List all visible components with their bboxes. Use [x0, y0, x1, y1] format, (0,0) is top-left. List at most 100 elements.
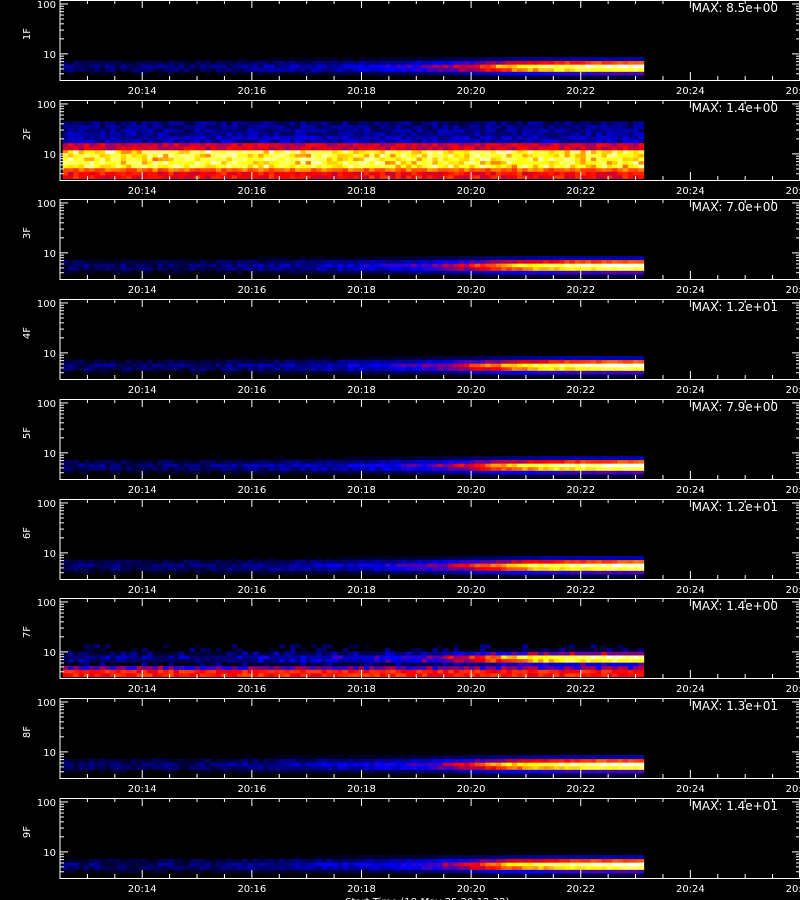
heatmap-cell	[501, 374, 507, 378]
heatmap-cell	[522, 124, 528, 129]
heatmap-cell	[590, 374, 597, 378]
heatmap-cell	[390, 356, 396, 361]
heatmap-cell	[511, 153, 518, 158]
heatmap-cell	[506, 259, 513, 264]
heatmap-cell	[131, 363, 138, 368]
heatmap-cell	[295, 359, 301, 364]
heatmap-cell	[485, 559, 491, 564]
heatmap-cell	[289, 270, 296, 275]
heatmap-cell	[126, 563, 132, 568]
x-tick-label: 20:26	[786, 485, 800, 496]
heatmap-cell	[575, 463, 581, 468]
heatmap-cell	[569, 124, 576, 129]
heatmap-cell	[78, 266, 85, 271]
heatmap-cell	[316, 128, 322, 133]
heatmap-cell	[99, 128, 106, 133]
heatmap-cell	[78, 64, 85, 69]
heatmap-cell	[184, 366, 190, 371]
heatmap-cell	[242, 160, 249, 165]
heatmap-cell	[78, 67, 85, 72]
heatmap-cell	[332, 128, 338, 133]
heatmap-cell	[501, 270, 507, 275]
heatmap-cell	[395, 135, 402, 140]
heatmap-cell	[432, 167, 439, 172]
heatmap-cell	[538, 559, 544, 564]
heatmap-cell	[517, 175, 523, 179]
heatmap-cell	[184, 171, 190, 176]
heatmap-cell	[252, 366, 259, 371]
heatmap-cell	[580, 132, 587, 136]
heatmap-cell	[601, 175, 608, 179]
heatmap-cell	[538, 474, 544, 478]
heatmap-cell	[569, 67, 576, 72]
heatmap-cell	[506, 60, 513, 65]
heatmap-cell	[152, 149, 159, 154]
heatmap-cell	[553, 164, 560, 169]
heatmap-cell	[469, 374, 476, 378]
heatmap-cell	[342, 175, 349, 179]
heatmap-cell	[553, 459, 560, 464]
heatmap-cell	[289, 559, 296, 564]
heatmap-cell	[511, 64, 518, 69]
heatmap-cell	[448, 559, 455, 564]
heatmap-cell	[363, 263, 370, 268]
heatmap-cell	[274, 559, 280, 564]
heatmap-cell	[258, 563, 264, 568]
heatmap-cell	[131, 146, 138, 151]
heatmap-cell	[374, 370, 381, 375]
heatmap-cell	[585, 149, 592, 154]
heatmap-cell	[242, 153, 249, 158]
heatmap-cell	[147, 157, 153, 162]
heatmap-cell	[279, 164, 285, 169]
heatmap-cell	[517, 470, 523, 475]
heatmap-cell	[522, 57, 528, 62]
heatmap-cell	[421, 121, 428, 126]
heatmap-cell	[379, 463, 386, 468]
heatmap-cell	[252, 570, 259, 575]
heatmap-cell	[173, 266, 180, 271]
heatmap-cell	[501, 157, 507, 162]
heatmap-cell	[374, 356, 381, 361]
heatmap-cell	[627, 128, 634, 133]
heatmap-cell	[443, 370, 449, 375]
heatmap-cell	[390, 370, 396, 375]
heatmap-cell	[184, 359, 190, 364]
max-value-label: MAX: 7.0e+00	[692, 200, 778, 214]
heatmap-cell	[337, 566, 344, 571]
heatmap-cell	[511, 474, 518, 478]
x-tick-label: 20:14	[128, 186, 157, 197]
heatmap-cell	[522, 563, 528, 568]
heatmap-cell	[506, 563, 513, 568]
heatmap-cell	[575, 556, 581, 561]
heatmap-cell	[506, 128, 513, 133]
heatmap-cell	[173, 570, 180, 575]
heatmap-cell	[342, 563, 349, 568]
heatmap-cell	[517, 370, 523, 375]
heatmap-cell	[390, 132, 396, 136]
heatmap-cell	[506, 75, 513, 79]
heatmap-cell	[83, 157, 90, 162]
heatmap-cell	[411, 259, 418, 264]
heatmap-cell	[89, 266, 95, 271]
heatmap-cell	[68, 60, 74, 65]
heatmap-cell	[633, 157, 639, 162]
heatmap-cell	[363, 266, 370, 271]
heatmap-cell	[485, 71, 491, 76]
heatmap-cell	[105, 563, 111, 568]
heatmap-cell	[522, 263, 528, 268]
heatmap-cell	[390, 270, 396, 275]
heatmap-cell	[94, 566, 101, 571]
heatmap-cell	[274, 142, 280, 147]
heatmap-cell	[617, 67, 624, 72]
heatmap-cell	[548, 563, 555, 568]
heatmap-cell	[237, 363, 243, 368]
heatmap-cell	[247, 67, 254, 72]
heatmap-cell	[532, 175, 539, 179]
heatmap-cell	[480, 274, 486, 278]
heatmap-cell	[358, 124, 365, 129]
heatmap-cell	[295, 71, 301, 76]
heatmap-cell	[131, 175, 138, 179]
heatmap-cell	[617, 563, 624, 568]
heatmap-cell	[559, 121, 565, 126]
heatmap-cell	[390, 142, 396, 147]
